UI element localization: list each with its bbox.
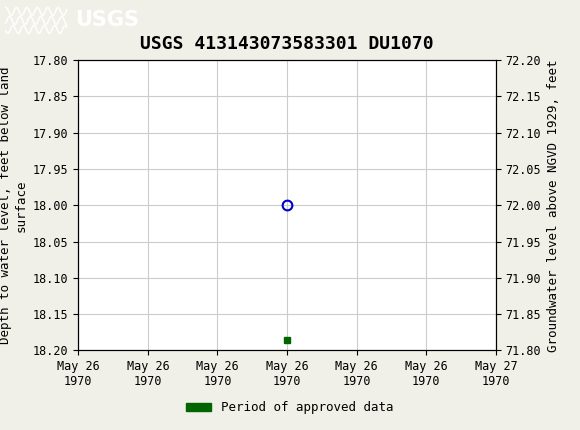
Y-axis label: Groundwater level above NGVD 1929, feet: Groundwater level above NGVD 1929, feet bbox=[547, 59, 560, 352]
Y-axis label: Depth to water level, feet below land
surface: Depth to water level, feet below land su… bbox=[0, 67, 27, 344]
Title: USGS 413143073583301 DU1070: USGS 413143073583301 DU1070 bbox=[140, 35, 434, 53]
Legend: Period of approved data: Period of approved data bbox=[181, 396, 399, 419]
Text: USGS: USGS bbox=[75, 10, 139, 31]
